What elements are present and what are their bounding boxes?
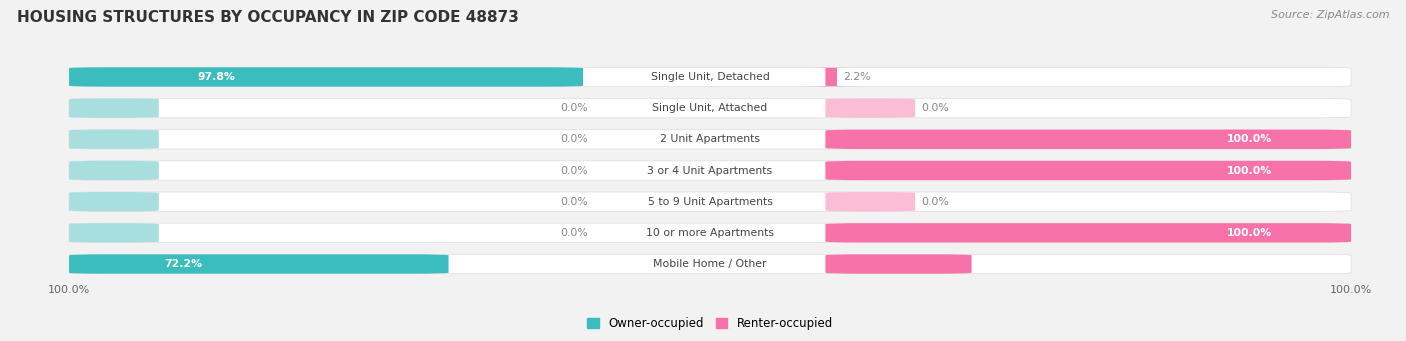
Text: 10 or more Apartments: 10 or more Apartments <box>645 228 775 238</box>
FancyBboxPatch shape <box>825 254 972 274</box>
FancyBboxPatch shape <box>69 223 159 242</box>
FancyBboxPatch shape <box>69 254 1351 274</box>
Text: 5 to 9 Unit Apartments: 5 to 9 Unit Apartments <box>648 197 772 207</box>
FancyBboxPatch shape <box>825 223 1351 242</box>
Text: 100.0%: 100.0% <box>1227 165 1272 176</box>
Text: 0.0%: 0.0% <box>561 165 588 176</box>
Text: 0.0%: 0.0% <box>561 103 588 113</box>
Text: 2 Unit Apartments: 2 Unit Apartments <box>659 134 761 144</box>
Text: Mobile Home / Other: Mobile Home / Other <box>654 259 766 269</box>
Text: Single Unit, Attached: Single Unit, Attached <box>652 103 768 113</box>
Text: 0.0%: 0.0% <box>561 134 588 144</box>
FancyBboxPatch shape <box>69 67 583 87</box>
Text: 0.0%: 0.0% <box>921 197 949 207</box>
FancyBboxPatch shape <box>69 67 1351 87</box>
Text: 0.0%: 0.0% <box>561 197 588 207</box>
FancyBboxPatch shape <box>69 99 1351 118</box>
FancyBboxPatch shape <box>69 130 1351 149</box>
Text: 3 or 4 Unit Apartments: 3 or 4 Unit Apartments <box>648 165 772 176</box>
Text: 97.8%: 97.8% <box>198 72 235 82</box>
Legend: Owner-occupied, Renter-occupied: Owner-occupied, Renter-occupied <box>582 312 838 335</box>
Text: 100.0%: 100.0% <box>1227 134 1272 144</box>
Text: 72.2%: 72.2% <box>165 259 202 269</box>
Text: Source: ZipAtlas.com: Source: ZipAtlas.com <box>1271 10 1389 20</box>
FancyBboxPatch shape <box>69 192 1351 211</box>
Text: 0.0%: 0.0% <box>921 103 949 113</box>
FancyBboxPatch shape <box>825 130 1351 149</box>
Text: 100.0%: 100.0% <box>1227 228 1272 238</box>
Text: 27.8%: 27.8% <box>1291 259 1329 269</box>
FancyBboxPatch shape <box>69 223 1351 242</box>
FancyBboxPatch shape <box>69 99 159 118</box>
Text: HOUSING STRUCTURES BY OCCUPANCY IN ZIP CODE 48873: HOUSING STRUCTURES BY OCCUPANCY IN ZIP C… <box>17 10 519 25</box>
FancyBboxPatch shape <box>825 192 915 211</box>
FancyBboxPatch shape <box>799 67 863 87</box>
FancyBboxPatch shape <box>69 192 159 211</box>
FancyBboxPatch shape <box>825 99 915 118</box>
FancyBboxPatch shape <box>825 161 1351 180</box>
FancyBboxPatch shape <box>69 130 159 149</box>
Text: Single Unit, Detached: Single Unit, Detached <box>651 72 769 82</box>
FancyBboxPatch shape <box>69 161 1351 180</box>
Text: 0.0%: 0.0% <box>561 228 588 238</box>
FancyBboxPatch shape <box>69 161 159 180</box>
Text: 2.2%: 2.2% <box>844 72 870 82</box>
FancyBboxPatch shape <box>69 254 449 274</box>
